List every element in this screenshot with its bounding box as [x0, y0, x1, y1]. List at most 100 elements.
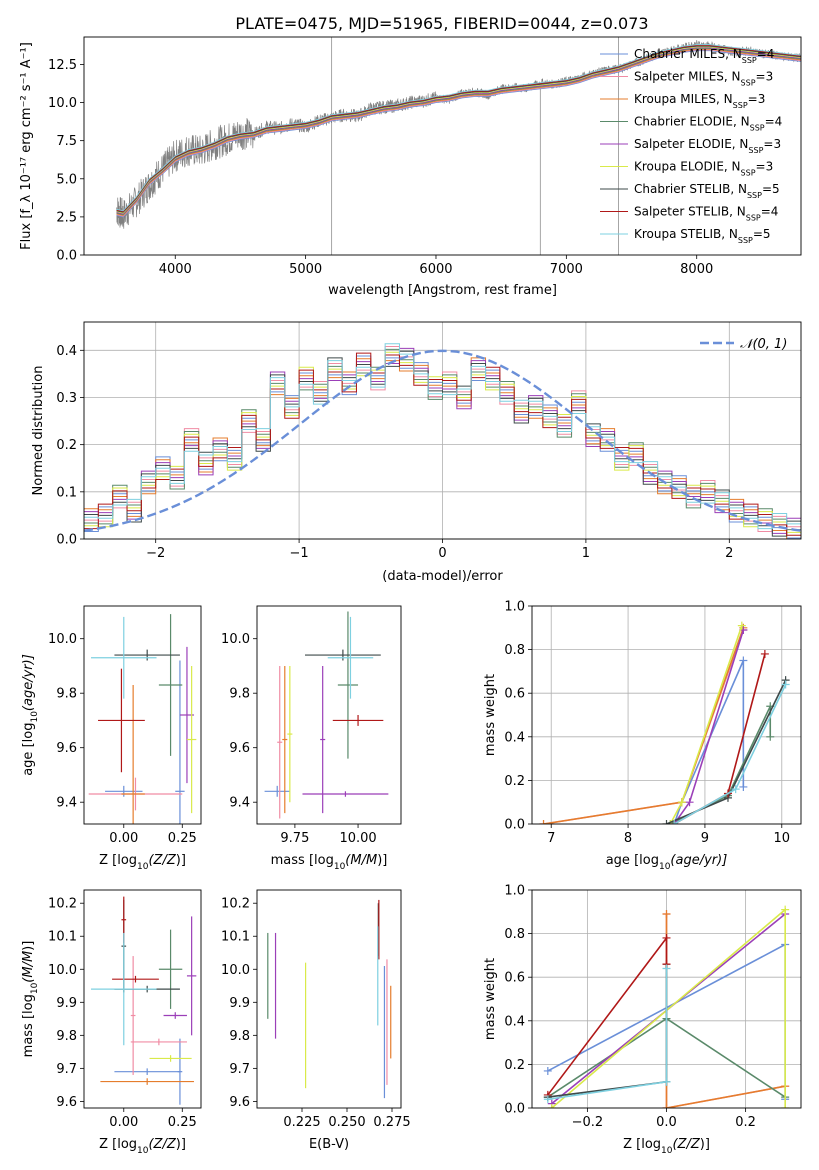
- errorbar-point-4: [320, 665, 326, 814]
- x-tick-label: 9.75: [280, 831, 309, 846]
- histogram-step-7: [84, 352, 801, 539]
- x-tick-label: 0.250: [328, 1115, 365, 1130]
- errorbar-point-0: [105, 785, 143, 797]
- errorbar-point-7: [305, 649, 381, 661]
- weight-marker: [731, 785, 740, 794]
- y-tick-label: 10.1: [221, 930, 250, 945]
- label-part: 10: [659, 862, 671, 872]
- errorbar-point-2: [282, 665, 288, 814]
- histogram-step-8: [84, 343, 801, 539]
- axes-frame: [83, 321, 802, 540]
- label-part: Z [log: [99, 853, 137, 868]
- panel-mass_vs_ebv: 0.225 0.250 0.275 9.6 9.7 9.8 9.9 10.0 10.1 10.2 E…: [221, 889, 411, 1152]
- y-tick-label: 0.6: [504, 687, 525, 702]
- histograms: [84, 343, 801, 539]
- label-part: mass [log: [21, 994, 36, 1057]
- x-axis-label: E(B-V): [309, 1137, 349, 1152]
- label-part: )]: [700, 1137, 710, 1152]
- y-tick-label: 9.9: [56, 996, 77, 1011]
- x-tick-label: 7000: [550, 262, 583, 277]
- y-tick-label: 7.5: [56, 134, 77, 149]
- y-tick-label: 0.3: [56, 391, 77, 406]
- y-tick-label: 1.0: [504, 884, 525, 899]
- y-tick-label: 5.0: [56, 172, 77, 187]
- label-part: 10: [30, 982, 40, 994]
- y-tick-label: 0.6: [504, 971, 525, 986]
- weight-lines: [539, 621, 790, 824]
- errorbar-point-0: [114, 1068, 180, 1075]
- weight-marker: [760, 649, 769, 658]
- axes-frame: [256, 605, 402, 825]
- y-tick-label: 9.8: [56, 687, 77, 702]
- y-tick-label: 0.0: [504, 1102, 525, 1117]
- x-tick-label: 5000: [289, 262, 322, 277]
- y-tick-label: 9.9: [229, 996, 250, 1011]
- y-tick-label: 10.0: [48, 96, 77, 111]
- y-tick-label: 9.8: [56, 1029, 77, 1044]
- y-tick-label: 0.4: [504, 1014, 525, 1029]
- weight-marker: [662, 1077, 671, 1086]
- model-line-7: [116, 44, 801, 213]
- model-line-5: [116, 46, 801, 214]
- label-part: )]: [377, 853, 387, 868]
- errorbar-point-5: [158, 929, 183, 1009]
- label-part: (age/yr)]: [21, 654, 36, 711]
- y-tick-label: 0.4: [56, 344, 77, 359]
- y-tick-label: 9.4: [229, 796, 250, 811]
- x-axis-label: wavelength [Angstrom, rest frame]: [328, 283, 557, 298]
- weight-line-0: [673, 660, 745, 824]
- y-tick-label: 0.2: [56, 438, 77, 453]
- y-tick-label: 9.4: [56, 796, 77, 811]
- errorbar-point-8: [332, 715, 384, 726]
- label-part: 10: [137, 1146, 149, 1156]
- weight-line-5: [551, 907, 786, 1108]
- label-part: 10: [661, 1146, 673, 1156]
- axes-frame: [83, 889, 202, 1109]
- x-tick-label: 0.25: [168, 1115, 197, 1130]
- y-axis-label: Flux [f_λ 10⁻¹⁷ erg cm⁻² s⁻¹ A⁻¹]: [19, 42, 34, 250]
- label-part: 10: [137, 862, 149, 872]
- weight-line-1: [665, 913, 786, 1108]
- legend-entry-6: Chabrier STELIB, NSSP=5: [634, 182, 780, 200]
- errorbar-point-1: [175, 660, 185, 824]
- weight-line-8: [547, 968, 668, 1101]
- model-line-2: [116, 48, 801, 216]
- model-line-1: [116, 49, 801, 217]
- y-tick-label: 0.0: [504, 818, 525, 833]
- weight-marker: [737, 621, 746, 630]
- x-tick-label: 4000: [159, 262, 192, 277]
- y-tick-label: 0.2: [504, 1058, 525, 1073]
- x-tick-label: 2: [725, 546, 733, 561]
- normal-curve: [84, 349, 801, 532]
- panel-residuals: −2 −1 0 1 2 0.0 0.1 0.2 0.3 0.4 (data-model)/error…: [31, 321, 802, 584]
- weight-marker: [539, 820, 548, 824]
- y-tick-label: 10.0: [48, 963, 77, 978]
- axes-frame: [256, 889, 402, 1109]
- errorbar-point-0: [264, 785, 290, 797]
- y-axis-label: mass weight: [483, 958, 498, 1040]
- y-tick-label: 0.8: [504, 927, 525, 942]
- errorbar-point-6: [287, 665, 293, 803]
- x-tick-label: −1: [290, 546, 309, 561]
- errorbar-point-6: [186, 665, 197, 814]
- errorbar-point-11: [112, 975, 159, 983]
- errorbar-point-7: [114, 649, 180, 661]
- y-tick-label: 0.2: [504, 774, 525, 789]
- x-tick-label: −0.2: [572, 1115, 604, 1130]
- errorbar-point-4: [158, 614, 183, 756]
- y-tick-label: 0.4: [504, 730, 525, 745]
- weight-marker: [766, 732, 775, 741]
- x-tick-label: 6000: [419, 262, 452, 277]
- errorbar-point-9: [327, 616, 374, 699]
- weight-marker: [662, 933, 671, 942]
- x-axis-label: (data-model)/error: [382, 569, 503, 584]
- model-line-4: [116, 47, 801, 215]
- errorbar-point-7: [186, 916, 197, 1036]
- label-part: Z [log: [99, 1137, 137, 1152]
- panel-mass_vs_Z: 0.00 0.259.69.79.89.910.010.110.2Z [log10…: [21, 889, 202, 1156]
- axes-frame: [531, 889, 802, 1109]
- y-tick-label: 10.0: [48, 632, 77, 647]
- x-axis-label: age [log10(age/yr)]: [606, 853, 728, 872]
- y-axis-label: age [log10(age/yr)]: [21, 654, 40, 776]
- y-tick-label: 10.2: [221, 897, 250, 912]
